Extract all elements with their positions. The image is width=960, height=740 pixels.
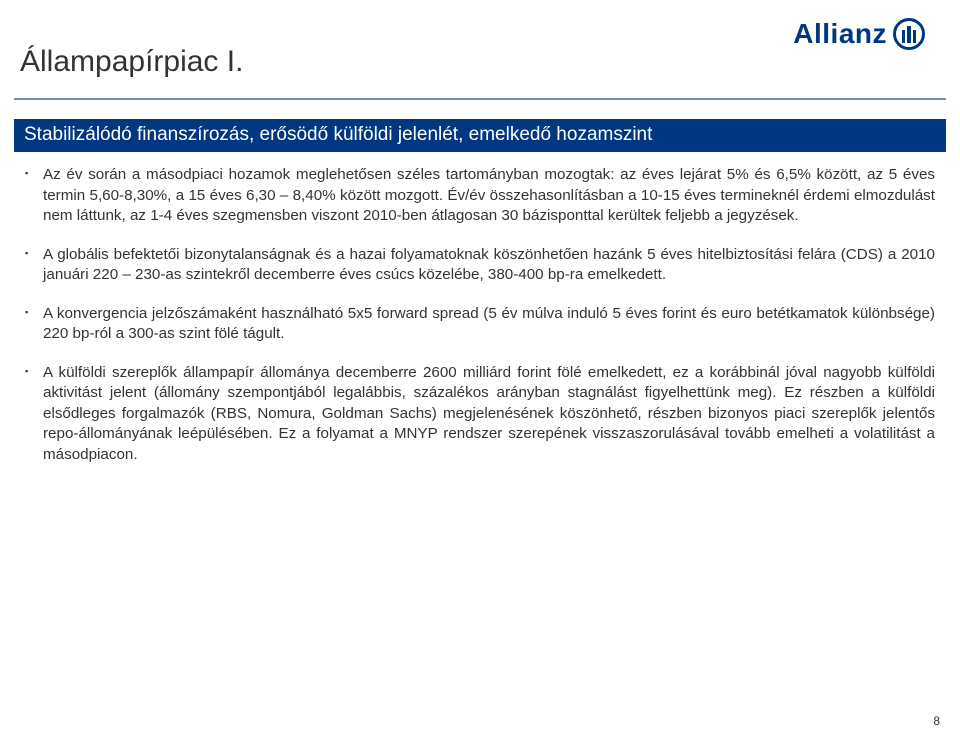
content-body: Az év során a másodpiaci hozamok meglehe… bbox=[25, 165, 935, 483]
brand-icon bbox=[893, 18, 925, 50]
title-divider bbox=[14, 98, 946, 100]
brand-icon-bars bbox=[902, 26, 916, 43]
list-item: Az év során a másodpiaci hozamok meglehe… bbox=[25, 165, 935, 227]
subtitle-bar: Stabilizálódó finanszírozás, erősödő kül… bbox=[14, 119, 946, 152]
page-title: Állampapírpiac I. bbox=[20, 45, 243, 79]
brand-name: Allianz bbox=[793, 18, 887, 50]
page-number: 8 bbox=[933, 714, 940, 728]
list-item: A külföldi szereplők állampapír állomány… bbox=[25, 363, 935, 466]
brand-logo: Allianz bbox=[793, 18, 925, 50]
bullet-list: Az év során a másodpiaci hozamok meglehe… bbox=[25, 165, 935, 465]
list-item: A globális befektetői bizonytalanságnak … bbox=[25, 245, 935, 286]
list-item: A konvergencia jelzőszámaként használhat… bbox=[25, 304, 935, 345]
